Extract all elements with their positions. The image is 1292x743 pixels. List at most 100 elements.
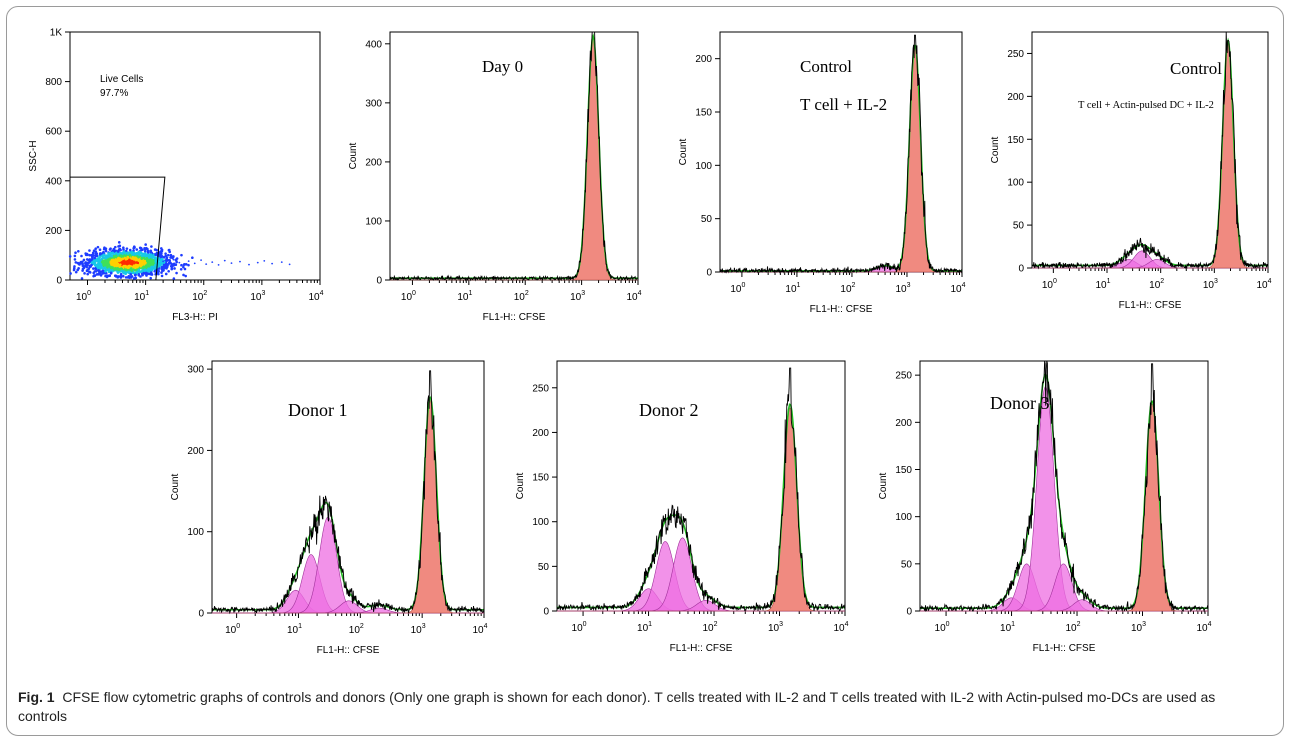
event-dot — [93, 260, 97, 264]
event-dot — [103, 266, 107, 270]
x-axis-title: FL1-H:: CFSE — [1033, 643, 1096, 654]
event-dot — [113, 245, 117, 249]
event-dot — [72, 268, 76, 272]
event-dot — [124, 276, 128, 279]
event-dot — [92, 267, 95, 270]
event-dot — [144, 265, 147, 269]
event-dot — [187, 260, 190, 263]
event-dot — [149, 258, 153, 262]
gate-percent: 97.7% — [100, 88, 128, 99]
event-dot — [88, 271, 92, 274]
event-dot — [108, 248, 112, 251]
y-tick-label: 50 — [901, 559, 913, 570]
y-tick-label: 100 — [895, 512, 912, 523]
event-dot — [134, 263, 138, 267]
event-dot — [119, 251, 123, 255]
event-dot — [200, 259, 202, 262]
x-axis-title: FL1-H:: CFSE — [1119, 300, 1182, 311]
y-tick-label: 1K — [50, 28, 63, 39]
event-dot — [166, 265, 169, 268]
event-dot — [104, 269, 107, 273]
x-axis-title: FL1-H:: CFSE — [670, 643, 733, 654]
event-dot — [150, 268, 154, 272]
y-tick-label: 0 — [376, 276, 382, 287]
event-dot — [183, 267, 187, 271]
x-tick-label: 103 — [570, 290, 585, 303]
event-dot — [145, 256, 148, 260]
event-dot — [97, 261, 101, 264]
event-dot — [93, 274, 97, 278]
x-tick-label: 104 — [626, 290, 641, 303]
gate-label: Live Cells — [100, 74, 143, 85]
event-dot — [146, 262, 150, 266]
event-dot — [88, 259, 92, 262]
event-dot — [171, 256, 175, 259]
x-tick-label: 101 — [457, 290, 472, 303]
event-dot — [112, 263, 115, 267]
event-dot — [217, 263, 220, 266]
event-dot — [178, 261, 181, 264]
event-dot — [88, 249, 91, 252]
panel-annotation: Donor 1 — [288, 400, 348, 420]
event-dot — [143, 248, 147, 251]
x-tick-label: 104 — [833, 621, 848, 634]
event-dot — [98, 248, 102, 252]
x-tick-label: 102 — [840, 282, 855, 295]
event-dot — [93, 270, 97, 273]
event-dot — [94, 250, 98, 253]
y-tick-label: 200 — [187, 446, 204, 457]
event-dot — [132, 245, 136, 248]
event-dot — [101, 259, 105, 262]
event-dot — [86, 263, 89, 267]
event-dot — [84, 261, 88, 264]
event-dot — [74, 261, 78, 264]
event-dot — [141, 248, 144, 252]
x-tick-label: 103 — [768, 621, 783, 634]
event-dot — [77, 267, 80, 270]
event-dot — [116, 250, 120, 253]
event-dot — [112, 247, 116, 251]
y-tick-label: 250 — [532, 383, 549, 394]
event-dot — [179, 267, 183, 271]
event-dot — [180, 253, 183, 257]
event-dot — [82, 258, 86, 262]
event-dot — [88, 253, 91, 257]
y-tick-label: 200 — [695, 54, 712, 65]
event-dot — [81, 269, 84, 272]
y-axis-title: Count — [678, 138, 689, 165]
event-dot — [114, 254, 118, 258]
event-dot — [119, 263, 122, 266]
event-dot — [104, 256, 108, 260]
event-dot — [182, 273, 185, 277]
event-dot — [102, 253, 106, 257]
event-dot — [91, 255, 94, 259]
x-tick-label: 103 — [895, 282, 910, 295]
parent-peak — [1032, 42, 1268, 269]
event-dot — [167, 253, 170, 257]
event-dot — [81, 262, 84, 266]
event-dot — [152, 259, 155, 262]
x-tick-label: 102 — [192, 290, 207, 303]
event-dot — [163, 265, 167, 269]
event-dot — [135, 270, 139, 274]
event-dot — [160, 271, 163, 274]
y-tick-label: 250 — [895, 371, 912, 382]
event-dot — [184, 274, 187, 278]
event-dot — [175, 271, 178, 275]
event-dot — [86, 272, 89, 276]
x-tick-label: 104 — [1196, 621, 1211, 634]
event-dot — [77, 262, 81, 266]
event-dot — [117, 270, 120, 273]
event-dot — [165, 257, 168, 261]
event-dot — [98, 253, 102, 256]
y-tick-label: 100 — [695, 161, 712, 172]
event-dot — [137, 268, 141, 272]
event-dot — [74, 270, 78, 274]
event-dot — [124, 272, 127, 275]
event-dot — [116, 276, 120, 279]
event-dot — [126, 255, 130, 259]
event-dot — [142, 271, 145, 275]
y-tick-label: 250 — [1007, 49, 1024, 60]
y-tick-label: 400 — [45, 176, 62, 187]
